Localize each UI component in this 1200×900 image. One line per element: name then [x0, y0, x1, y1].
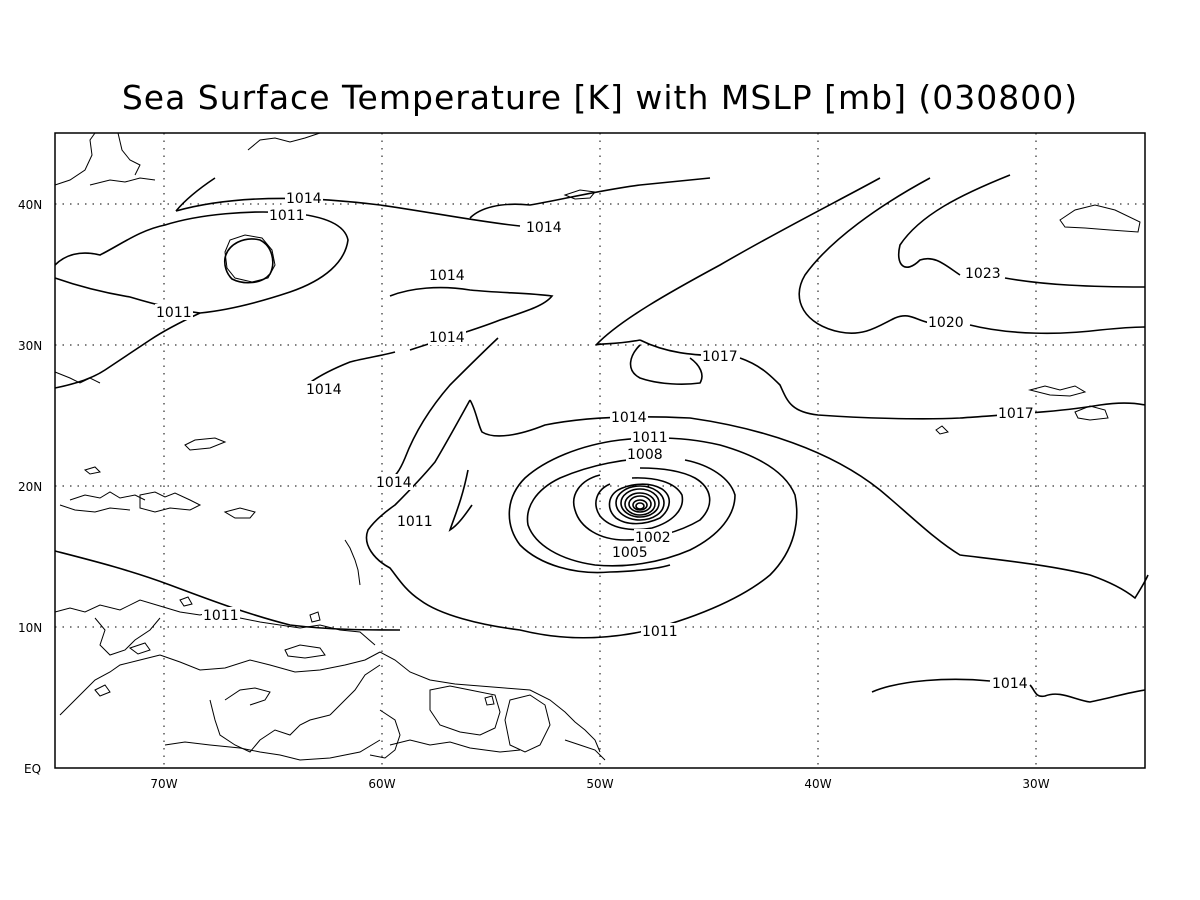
lat-tick: 10N — [18, 621, 42, 635]
lon-tick: 30W — [1022, 777, 1049, 791]
isobar-label: 1008 — [627, 447, 663, 463]
isobar-label: 1017 — [702, 349, 738, 365]
chart-title: Sea Surface Temperature [K] with MSLP [m… — [121, 78, 1079, 117]
isobars — [54, 174, 1149, 703]
isobar-label: 1002 — [635, 530, 671, 546]
contour-labels: 1014 1011 1014 1014 1011 1014 1014 1014 … — [155, 190, 1035, 692]
isobar-label: 1014 — [429, 330, 465, 346]
lon-axis: 70W 60W 50W 40W 30W — [150, 777, 1049, 791]
isobar-label: 1011 — [632, 430, 668, 446]
isobar-label: 1017 — [998, 406, 1034, 422]
isobar-label: 1023 — [965, 266, 1001, 282]
isobar-label: 1014 — [526, 220, 562, 236]
lat-axis: 40N 30N 20N 10N EQ — [18, 198, 42, 776]
lon-tick: 50W — [586, 777, 613, 791]
isobar-label: 1014 — [376, 475, 412, 491]
coastlines — [54, 132, 1141, 761]
lon-tick: 60W — [368, 777, 395, 791]
lat-tick: 30N — [18, 339, 42, 353]
isobar-label: 1011 — [397, 514, 433, 530]
isobar-label: 1020 — [928, 315, 964, 331]
isobar-label: 1011 — [642, 624, 678, 640]
isobar-label: 1011 — [203, 608, 239, 624]
isobar-label: 1011 — [156, 305, 192, 321]
lat-tick: 20N — [18, 480, 42, 494]
lon-tick: 70W — [150, 777, 177, 791]
isobar-label: 1014 — [611, 410, 647, 426]
isobar-label: 1011 — [269, 208, 305, 224]
graticule — [55, 133, 1145, 768]
isobar-label: 1014 — [306, 382, 342, 398]
lat-tick: 40N — [18, 198, 42, 212]
map-frame — [54, 132, 1146, 769]
isobar-label: 1014 — [429, 268, 465, 284]
lat-tick: EQ — [24, 762, 41, 776]
isobar-label: 1014 — [286, 191, 322, 207]
isobar-label: 1014 — [992, 676, 1028, 692]
lon-tick: 40W — [804, 777, 831, 791]
isobar-label: 1005 — [612, 545, 648, 561]
